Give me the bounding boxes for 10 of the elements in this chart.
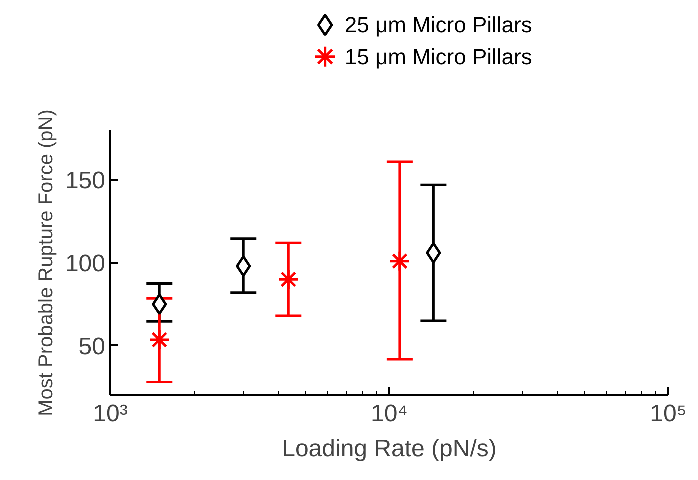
x-tick-label: 10⁴: [370, 400, 408, 428]
y-tick-label: 150: [65, 168, 106, 195]
x-tick-label: 10⁵: [650, 400, 687, 428]
legend-label: 15 μm Micro Pillars: [344, 44, 532, 70]
y-tick-label: 100: [65, 250, 106, 278]
y-tick-label: 50: [78, 333, 106, 360]
legend-label: 25 μm Micro Pillars: [344, 12, 532, 38]
x-tick-label: 10³: [93, 400, 128, 428]
x-axis-title: Loading Rate (pN/s): [282, 436, 497, 462]
y-axis-title: Most Probable Rupture Force (pN): [35, 110, 58, 416]
